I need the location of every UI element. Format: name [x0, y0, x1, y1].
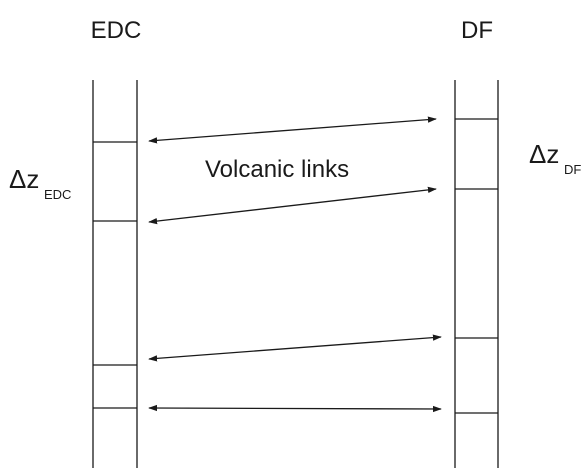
- left-core-column: [92, 80, 138, 468]
- volcanic-link-arrows: [148, 116, 442, 413]
- left-delta-z-subscript: EDC: [44, 187, 71, 202]
- volcanic-link-arrow: [148, 334, 442, 362]
- right-core-title: DF: [461, 17, 493, 44]
- right-delta-z-label: Δz DF: [529, 139, 581, 177]
- left-delta-z-symbol: Δz: [9, 164, 39, 194]
- left-core-title: EDC: [91, 17, 142, 44]
- volcanic-link-arrow: [148, 186, 437, 225]
- left-delta-z-label: Δz EDC: [9, 164, 71, 202]
- volcanic-links-label: Volcanic links: [205, 156, 349, 183]
- right-delta-z-symbol: Δz: [529, 139, 559, 169]
- volcanic-link-arrow: [148, 116, 437, 144]
- volcanic-link-arrow: [148, 404, 442, 413]
- right-core-column: [454, 80, 499, 468]
- right-delta-z-subscript: DF: [564, 162, 581, 177]
